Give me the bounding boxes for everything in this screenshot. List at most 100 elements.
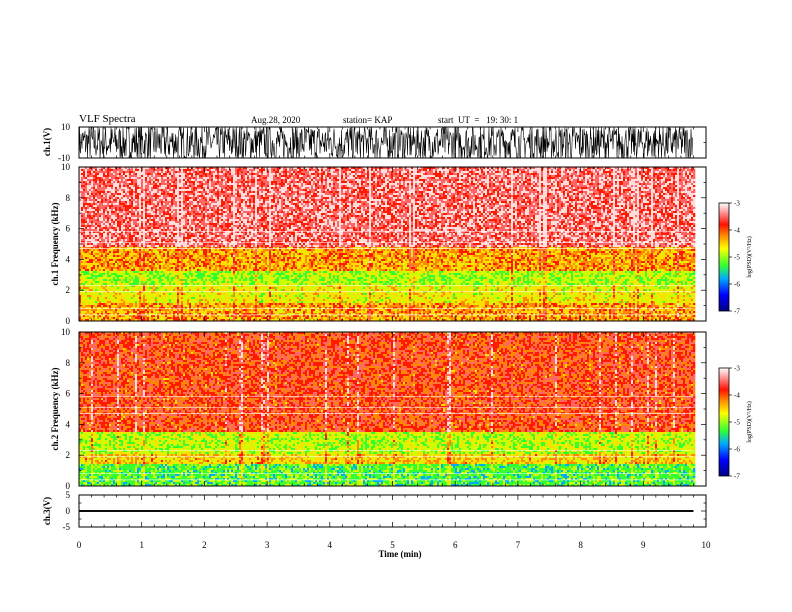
spectrogram-cell <box>81 173 83 175</box>
spectrogram-cell <box>277 169 279 171</box>
spectrogram-cell <box>147 171 149 173</box>
spectrogram-cell <box>261 169 263 171</box>
spectrogram-cell <box>347 175 349 177</box>
spectrogram-cell <box>673 171 675 173</box>
spectrogram-cell <box>109 191 111 193</box>
spectrogram-cell <box>601 173 603 175</box>
spectrogram-cell <box>479 197 481 199</box>
spectrogram-cell <box>283 183 285 185</box>
spectrogram-cell <box>595 193 597 195</box>
spectrogram-cell <box>615 183 617 185</box>
spectrogram-cell <box>383 185 385 187</box>
spectrogram-cell <box>113 183 115 185</box>
spectrogram-cell <box>125 169 127 171</box>
spectrogram-cell <box>103 175 105 177</box>
spectrogram-cell <box>139 177 141 179</box>
spectrogram-cell <box>655 185 657 187</box>
spectrogram-cell <box>117 169 119 171</box>
spectrogram-cell <box>121 193 123 195</box>
spectrogram-cell <box>433 173 435 175</box>
spectrogram-cell <box>253 181 255 183</box>
spectrogram-cell <box>679 177 681 179</box>
spectrogram-cell <box>301 171 303 173</box>
spectrogram-cell <box>511 181 513 183</box>
spectrogram-cell <box>547 177 549 179</box>
spectrogram-cell <box>645 177 647 179</box>
spectrogram-cell <box>403 191 405 193</box>
spectrogram-cell <box>445 179 447 181</box>
spectrogram-cell <box>611 193 613 195</box>
spectrogram-cell <box>445 181 447 183</box>
spectrogram-cell <box>455 197 457 199</box>
spectrogram-cell <box>553 169 555 171</box>
spectrogram-cell <box>655 179 657 181</box>
spectrogram-cell <box>233 189 235 191</box>
spectrogram-cell <box>529 189 531 191</box>
spectrogram-cell <box>371 195 373 197</box>
spectrogram-cell <box>265 181 267 183</box>
spectrogram-cell <box>303 175 305 177</box>
spectrogram-cell <box>243 185 245 187</box>
spectrogram-cell <box>395 183 397 185</box>
spectrogram-cell <box>313 191 315 193</box>
spectrogram-cell <box>631 177 633 179</box>
spectrogram-cell <box>301 185 303 187</box>
spectrogram-cell <box>613 195 615 197</box>
spectrogram-cell <box>417 185 419 187</box>
spectrogram-cell <box>597 185 599 187</box>
spectrogram-cell <box>519 189 521 191</box>
spectrogram-cell <box>81 177 83 179</box>
spectrogram-cell <box>643 195 645 197</box>
spectrogram-cell <box>463 187 465 189</box>
spectrogram-cell <box>91 195 93 197</box>
spectrogram-cell <box>369 169 371 171</box>
spectrogram-cell <box>119 191 121 193</box>
spectrogram-cell <box>589 179 591 181</box>
spectrogram-cell <box>505 191 507 193</box>
spectrogram-cell <box>501 191 503 193</box>
spectrogram-cell <box>473 189 475 191</box>
spectrogram-cell <box>255 187 257 189</box>
spectrogram-cell <box>445 193 447 195</box>
spectrogram-cell <box>661 177 663 179</box>
spectrogram-cell <box>563 175 565 177</box>
spectrogram-cell <box>615 175 617 177</box>
spectrogram-cell <box>531 189 533 191</box>
spectrogram-cell <box>293 181 295 183</box>
spectrogram-cell <box>301 189 303 191</box>
spectrogram-cell <box>325 189 327 191</box>
spectrogram-cell <box>177 193 179 195</box>
spectrogram-cell <box>253 177 255 179</box>
spectrogram-cell <box>575 183 577 185</box>
spectrogram-cell <box>659 183 661 185</box>
spectrogram-cell <box>349 191 351 193</box>
spectrogram-cell <box>433 193 435 195</box>
spectrogram-cell <box>681 181 683 183</box>
spectrogram-cell <box>635 191 637 193</box>
spectrogram-cell <box>197 189 199 191</box>
spectrogram-cell <box>585 195 587 197</box>
spectrogram-cell <box>471 179 473 181</box>
spectrogram-cell <box>477 177 479 179</box>
spectrogram-cell <box>347 171 349 173</box>
spectrogram-cell <box>261 181 263 183</box>
spectrogram-cell <box>381 171 383 173</box>
spectrogram-cell <box>209 181 211 183</box>
spectrogram-cell <box>545 179 547 181</box>
spectrogram-cell <box>123 179 125 181</box>
spectrogram-cell <box>445 173 447 175</box>
spectrogram-cell <box>319 197 321 199</box>
spectrogram-cell <box>403 183 405 185</box>
spectrogram-cell <box>543 179 545 181</box>
spectrogram-cell <box>167 183 169 185</box>
spectrogram-cell <box>321 177 323 179</box>
spectrogram-cell <box>113 193 115 195</box>
ch1-spectrogram-panel: 0246810 ch.1 Frequency (kHz) <box>50 162 706 326</box>
spectrogram-cell <box>493 177 495 179</box>
spectrogram-cell <box>559 183 561 185</box>
spectrogram-cell <box>401 177 403 179</box>
spectrogram-cell <box>197 175 199 177</box>
spectrogram-cell <box>583 187 585 189</box>
spectrogram-cell <box>287 181 289 183</box>
spectrogram-cell <box>187 197 189 199</box>
